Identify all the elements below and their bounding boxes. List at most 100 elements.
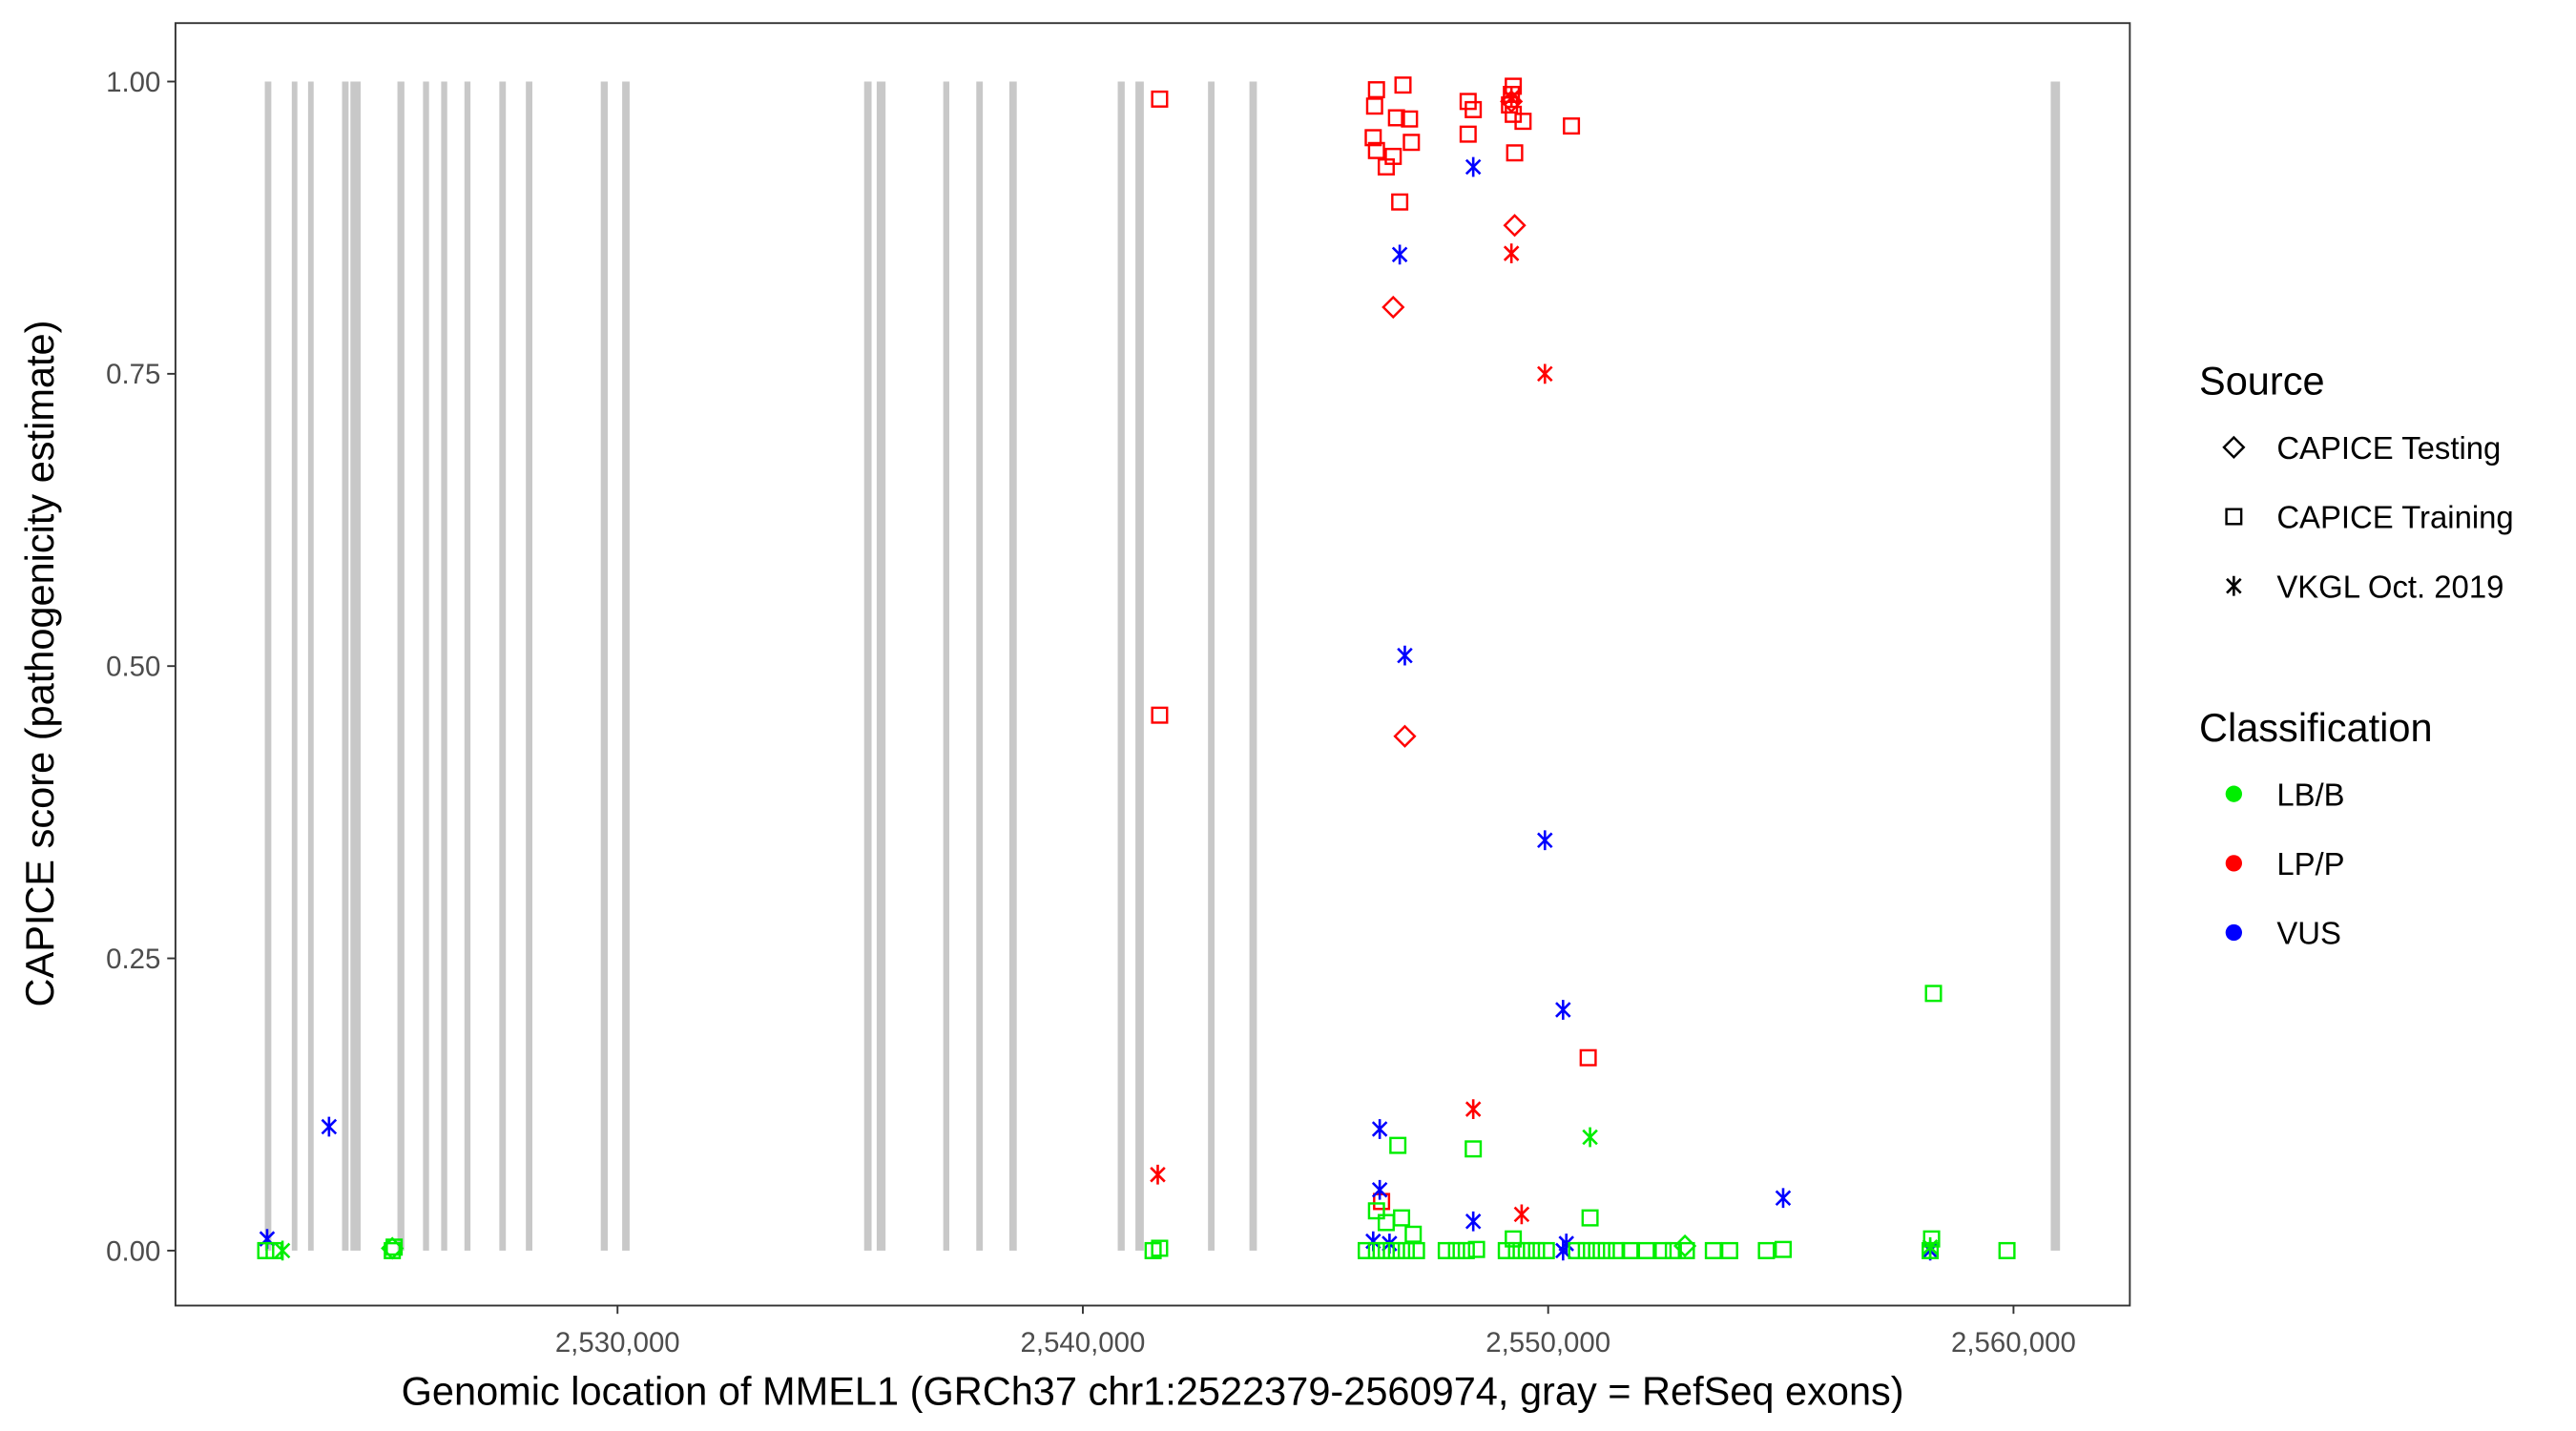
exon-bar [526, 81, 532, 1251]
data-point-square [1402, 134, 1421, 152]
exon-bar [1135, 81, 1144, 1251]
data-point-square [1387, 1241, 1405, 1259]
legend-source-label: CAPICE Testing [2276, 430, 2501, 466]
data-point-square [1654, 1241, 1672, 1259]
x-axis: 2,530,000 2,540,000 2,550,000 2,560,000 [555, 1305, 2076, 1358]
data-point-square [1924, 985, 1942, 1003]
data-point-square [1401, 110, 1419, 128]
data-point-asterisk [1503, 243, 1520, 264]
x-tick-label: 2,530,000 [555, 1327, 680, 1358]
data-point-square [1465, 100, 1483, 118]
data-point-square [1367, 81, 1385, 99]
x-tick-label: 2,550,000 [1485, 1327, 1610, 1358]
data-point-square [1151, 1239, 1169, 1257]
data-point-square [1537, 1241, 1555, 1259]
data-point-asterisk [1503, 88, 1520, 109]
exon-bar [863, 81, 872, 1251]
y-tick-label: 0.00 [106, 1235, 160, 1267]
data-point-square [1637, 1241, 1655, 1259]
data-point-asterisk [1513, 1204, 1530, 1225]
exon-bar [441, 81, 447, 1251]
data-point-square [1393, 1209, 1411, 1227]
data-point-square [1720, 1241, 1738, 1259]
legend: Source Classification CAPICE Testing CAPI… [2199, 358, 2514, 950]
data-point-diamond [1503, 214, 1527, 238]
data-point-square [1517, 1241, 1535, 1259]
data-point-asterisk [1371, 1179, 1388, 1200]
legend-asterisk-icon [2226, 575, 2242, 596]
data-point-square [1467, 1240, 1485, 1258]
exon-bar [342, 81, 349, 1251]
exon-bar [2050, 81, 2061, 1251]
data-point-square [1387, 109, 1405, 127]
exon-bar [943, 81, 949, 1251]
data-point-square [1397, 1241, 1415, 1259]
data-point-square [1775, 1240, 1792, 1258]
exon-bar [350, 81, 362, 1251]
data-points [257, 76, 2016, 1261]
data-point-asterisk [1555, 1000, 1571, 1020]
data-point-square [1581, 1209, 1599, 1227]
data-point-diamond [381, 1236, 405, 1260]
exon-bar [1117, 81, 1125, 1251]
data-point-asterisk [1775, 1188, 1792, 1209]
y-axis: 0.00 0.25 0.50 0.75 1.00 [106, 67, 176, 1267]
legend-source-label: CAPICE Training [2276, 500, 2513, 535]
data-point-asterisk [1537, 830, 1553, 851]
exon-bar [397, 81, 405, 1251]
data-point-asterisk [1582, 1127, 1598, 1148]
data-point-square [1621, 1241, 1639, 1259]
data-point-asterisk [321, 1116, 338, 1137]
data-point-square [1384, 147, 1402, 165]
data-point-asterisk [1465, 1099, 1482, 1120]
data-point-square [1757, 1241, 1776, 1259]
exon-bar [307, 81, 314, 1251]
exon-bar [291, 81, 298, 1251]
data-point-square [1704, 1241, 1722, 1259]
data-point-square [1457, 1241, 1475, 1259]
exon-bar [1008, 81, 1017, 1251]
data-point-square [1373, 1192, 1391, 1211]
data-point-square [1597, 1241, 1615, 1259]
data-point-square [1447, 1241, 1465, 1259]
data-point-square [1507, 1241, 1526, 1259]
exon-bar [464, 81, 471, 1251]
exon-bar [622, 81, 630, 1251]
data-point-square [1365, 97, 1383, 115]
data-point-square [1563, 117, 1581, 135]
legend-diamond-icon [2222, 435, 2246, 459]
data-point-square [1514, 113, 1532, 131]
data-point-square [1922, 1230, 1941, 1248]
data-point-diamond [1672, 1234, 1697, 1258]
data-point-square [1577, 1241, 1595, 1259]
legend-classification-title: Classification [2199, 705, 2433, 750]
data-point-square [1358, 1241, 1375, 1259]
y-tick-label: 1.00 [106, 67, 160, 98]
legend-class-label: VUS [2276, 916, 2341, 951]
data-point-diamond [1381, 295, 1405, 320]
data-point-asterisk [1555, 1240, 1571, 1261]
data-point-square [1367, 1202, 1385, 1220]
data-point-square [1404, 1225, 1423, 1243]
y-tick-label: 0.75 [106, 359, 160, 390]
data-point-asterisk [1391, 244, 1408, 265]
data-point-square [1437, 1241, 1455, 1259]
exon-bar [499, 81, 507, 1251]
data-point-square [1608, 1241, 1626, 1259]
exon-bar [600, 81, 609, 1251]
exon-bar [264, 81, 272, 1251]
data-point-square [1394, 76, 1412, 94]
exon-bar [1208, 81, 1215, 1251]
data-point-square [1506, 144, 1524, 162]
data-point-square [1367, 1241, 1385, 1259]
data-point-asterisk [1465, 156, 1482, 177]
data-point-square [1465, 1140, 1483, 1158]
data-point-square [265, 1241, 283, 1259]
data-point-square [1527, 1241, 1546, 1259]
x-tick-label: 2,560,000 [1951, 1327, 2076, 1358]
exon-bar [976, 81, 984, 1251]
legend-dot-icon [2225, 923, 2242, 942]
legend-dot-icon [2225, 855, 2242, 872]
y-axis-title: CAPICE score (pathogenicity estimate) [17, 321, 62, 1007]
